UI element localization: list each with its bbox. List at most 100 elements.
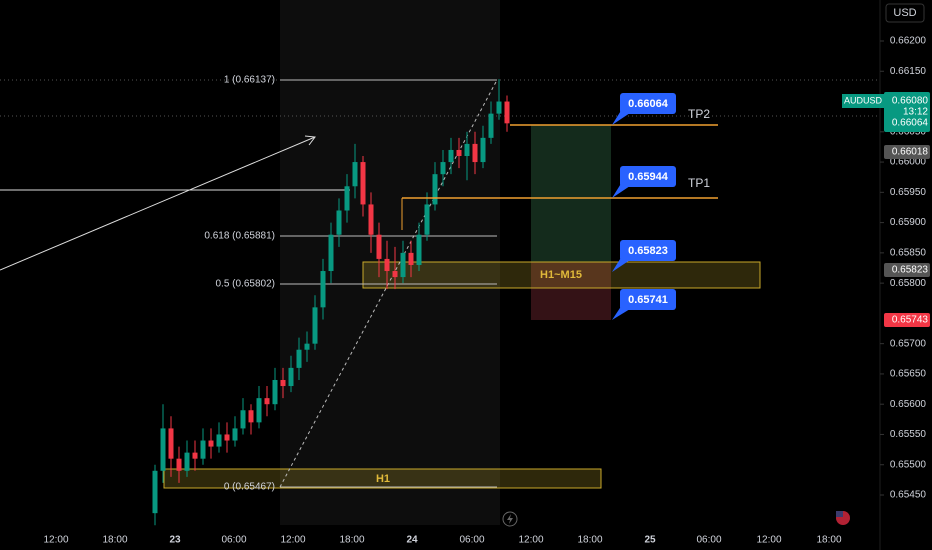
time-label: 06:00 — [696, 535, 721, 546]
candle-body — [328, 234, 334, 272]
time-label: 24 — [406, 535, 418, 546]
zone-label: H1~M15 — [540, 269, 582, 281]
callout-text: 0.65741 — [628, 294, 668, 306]
callout-text: 0.66064 — [628, 98, 669, 110]
replay-bolt — [507, 514, 513, 524]
price-tick-label: 0.65900 — [890, 217, 927, 228]
price-badge-text: 0.65743 — [892, 315, 929, 326]
fib-label: 0.618 (0.65881) — [204, 231, 275, 242]
candle-body — [232, 428, 238, 441]
candle-body — [280, 379, 286, 387]
candle-body — [216, 434, 222, 447]
time-label: 25 — [644, 535, 656, 546]
candle-body — [184, 452, 190, 471]
candle-body — [256, 398, 262, 423]
candle-body — [312, 307, 318, 344]
candle-body — [240, 410, 246, 429]
candle-body — [504, 101, 510, 124]
time-label: 18:00 — [577, 535, 602, 546]
candle-body — [248, 410, 254, 423]
currency-label: USD — [893, 7, 916, 19]
price-tick-label: 0.65600 — [890, 399, 927, 410]
time-label: 12:00 — [43, 535, 68, 546]
candle-body — [320, 271, 326, 308]
candle-body — [488, 113, 494, 138]
candle-body — [272, 379, 278, 405]
time-label: 12:00 — [756, 535, 781, 546]
time-label: 06:00 — [459, 535, 484, 546]
flag-canton — [836, 511, 843, 517]
stop-loss-zone — [531, 262, 611, 320]
price-tick-label: 0.65450 — [890, 490, 927, 501]
price-tick-label: 0.66150 — [890, 66, 927, 77]
candle-body — [416, 234, 422, 265]
price-tick-label: 0.65700 — [890, 338, 927, 349]
callout-box — [620, 93, 676, 114]
fib-label: 0 (0.65467) — [224, 482, 275, 493]
time-label: 06:00 — [221, 535, 246, 546]
price-tick-label: 0.65850 — [890, 248, 927, 259]
price-tick-label: 0.66200 — [890, 36, 927, 47]
tp1-label: TP1 — [688, 176, 710, 190]
candle-body — [392, 271, 398, 278]
fib-label: 1 (0.66137) — [224, 75, 275, 86]
trend-line — [0, 136, 316, 271]
candle-body — [192, 452, 198, 459]
candle-body — [408, 252, 414, 265]
time-label: 18:00 — [816, 535, 841, 546]
price-badge-text: 0.66018 — [892, 147, 929, 158]
price-tick-label: 0.65500 — [890, 459, 927, 470]
candle-body — [336, 210, 342, 235]
time-label: 23 — [169, 535, 181, 546]
candle-body — [448, 149, 454, 163]
candle-body — [208, 440, 214, 447]
time-label: 18:00 — [102, 535, 127, 546]
candle-body — [424, 204, 430, 235]
candle-body — [384, 258, 390, 272]
take-profit-zone — [531, 125, 611, 262]
price-tick-label: 0.65650 — [890, 369, 927, 380]
candle-body — [496, 101, 502, 114]
callout-box — [620, 166, 676, 187]
price-tick-label: 0.65950 — [890, 187, 927, 198]
fib-diagonal — [279, 79, 498, 488]
price-tick-label: 0.65550 — [890, 429, 927, 440]
candle-body — [304, 343, 310, 350]
candle-body — [296, 349, 302, 368]
candle-body — [432, 174, 438, 205]
candle-body — [440, 162, 446, 175]
fib-label: 0.5 (0.65802) — [216, 279, 276, 290]
h1-label: H1 — [376, 473, 390, 485]
candle-body — [376, 234, 382, 259]
callout-box — [620, 240, 676, 261]
candle-body — [168, 428, 174, 459]
candle-body — [288, 367, 294, 387]
badge-price: 0.66080 — [892, 96, 929, 107]
candle-body — [200, 440, 206, 459]
time-label: 12:00 — [518, 535, 543, 546]
price-badge — [884, 263, 930, 277]
currency-button[interactable] — [885, 3, 925, 23]
candle-body — [224, 434, 230, 441]
candle-body — [152, 470, 158, 514]
callout-text: 0.65823 — [628, 245, 668, 257]
price-badge-current — [884, 92, 930, 132]
price-badge — [884, 145, 930, 159]
symbol-text: AUDUSD — [844, 95, 883, 105]
price-tick-label: 0.66000 — [890, 157, 927, 168]
price-badge-text: 0.65823 — [892, 265, 929, 276]
badge-countdown: 13:12 — [903, 107, 928, 118]
time-label: 18:00 — [339, 535, 364, 546]
h1-zone — [163, 468, 602, 489]
candle-body — [360, 162, 366, 205]
price-badge — [884, 313, 930, 327]
callout-box — [620, 289, 676, 310]
price-tick-label: 0.65800 — [890, 278, 927, 289]
symbol-tag — [842, 94, 884, 108]
replay-icon[interactable] — [502, 511, 518, 527]
candle-body — [480, 137, 486, 163]
candle-body — [264, 398, 270, 405]
arrow-head — [304, 135, 316, 146]
callout-text: 0.65944 — [628, 171, 669, 183]
